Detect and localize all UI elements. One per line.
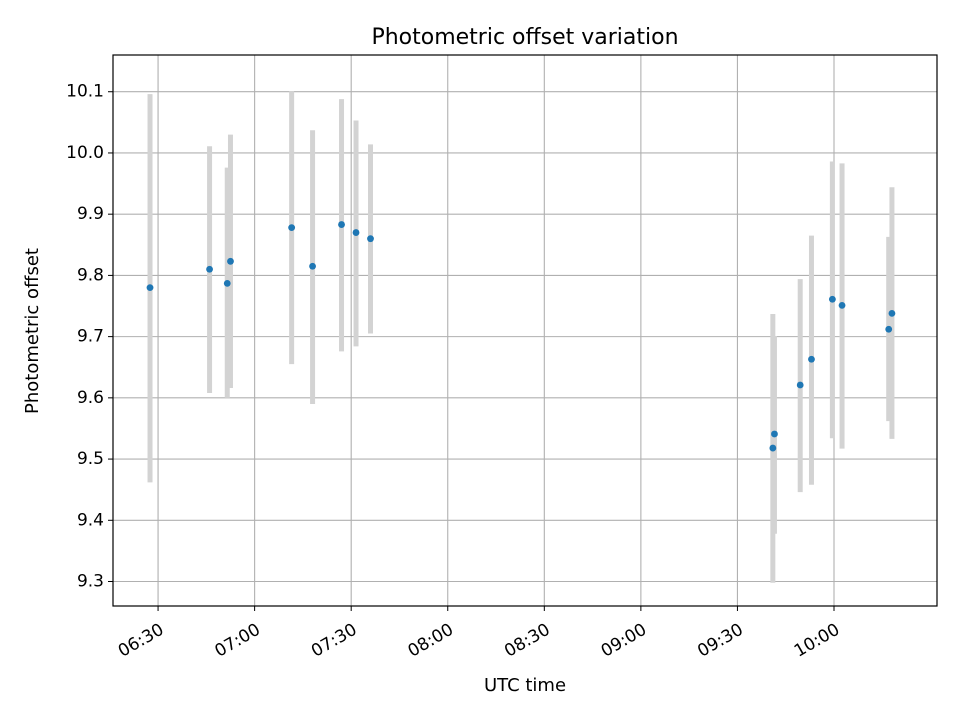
x-tick-label: 07:00 — [211, 620, 263, 662]
data-point — [146, 284, 154, 292]
data-point — [367, 235, 374, 243]
data-point — [227, 257, 234, 265]
data-point — [223, 279, 231, 287]
x-tick-label: 09:30 — [694, 620, 746, 662]
chart-title: Photometric offset variation — [371, 25, 678, 50]
x-axis-label: UTC time — [484, 675, 566, 696]
data-point — [771, 430, 778, 438]
x-tick-label: 06:30 — [115, 620, 167, 662]
x-tick-label: 10:00 — [791, 620, 843, 662]
y-tick-label: 10.1 — [66, 82, 104, 102]
data-point — [309, 262, 316, 270]
data-point — [769, 444, 777, 452]
y-axis-ticks: 9.3 9.4 9.5 9.6 9.7 9.8 9.9 10.0 10.1 — [66, 82, 113, 592]
data-points — [146, 221, 896, 452]
data-point — [338, 221, 345, 228]
data-point — [352, 229, 360, 236]
y-tick-label: 9.9 — [77, 204, 104, 224]
data-point — [885, 325, 893, 333]
data-point — [288, 224, 296, 232]
y-tick-label: 9.3 — [77, 572, 104, 592]
data-point — [808, 355, 815, 363]
y-tick-label: 9.4 — [77, 510, 104, 530]
y-tick-label: 9.5 — [77, 449, 104, 469]
x-tick-label: 08:00 — [405, 620, 457, 662]
x-tick-label: 08:30 — [501, 620, 553, 662]
y-tick-label: 9.6 — [77, 388, 104, 408]
data-point — [888, 309, 896, 317]
y-axis-label: Photometric offset — [22, 248, 43, 414]
x-axis-ticks: 06:30 07:00 07:30 08:00 08:30 09:00 09:30 10:00 — [115, 606, 843, 662]
data-point — [796, 381, 804, 389]
y-tick-label: 10.0 — [66, 143, 104, 163]
x-tick-label: 09:00 — [598, 620, 650, 662]
data-point — [206, 265, 213, 273]
data-point — [838, 301, 846, 309]
y-tick-label: 9.8 — [77, 265, 104, 285]
plot-frame — [112, 54, 938, 607]
y-tick-label: 9.7 — [77, 327, 104, 347]
data-point — [828, 295, 836, 303]
x-tick-label: 07:30 — [308, 620, 360, 662]
